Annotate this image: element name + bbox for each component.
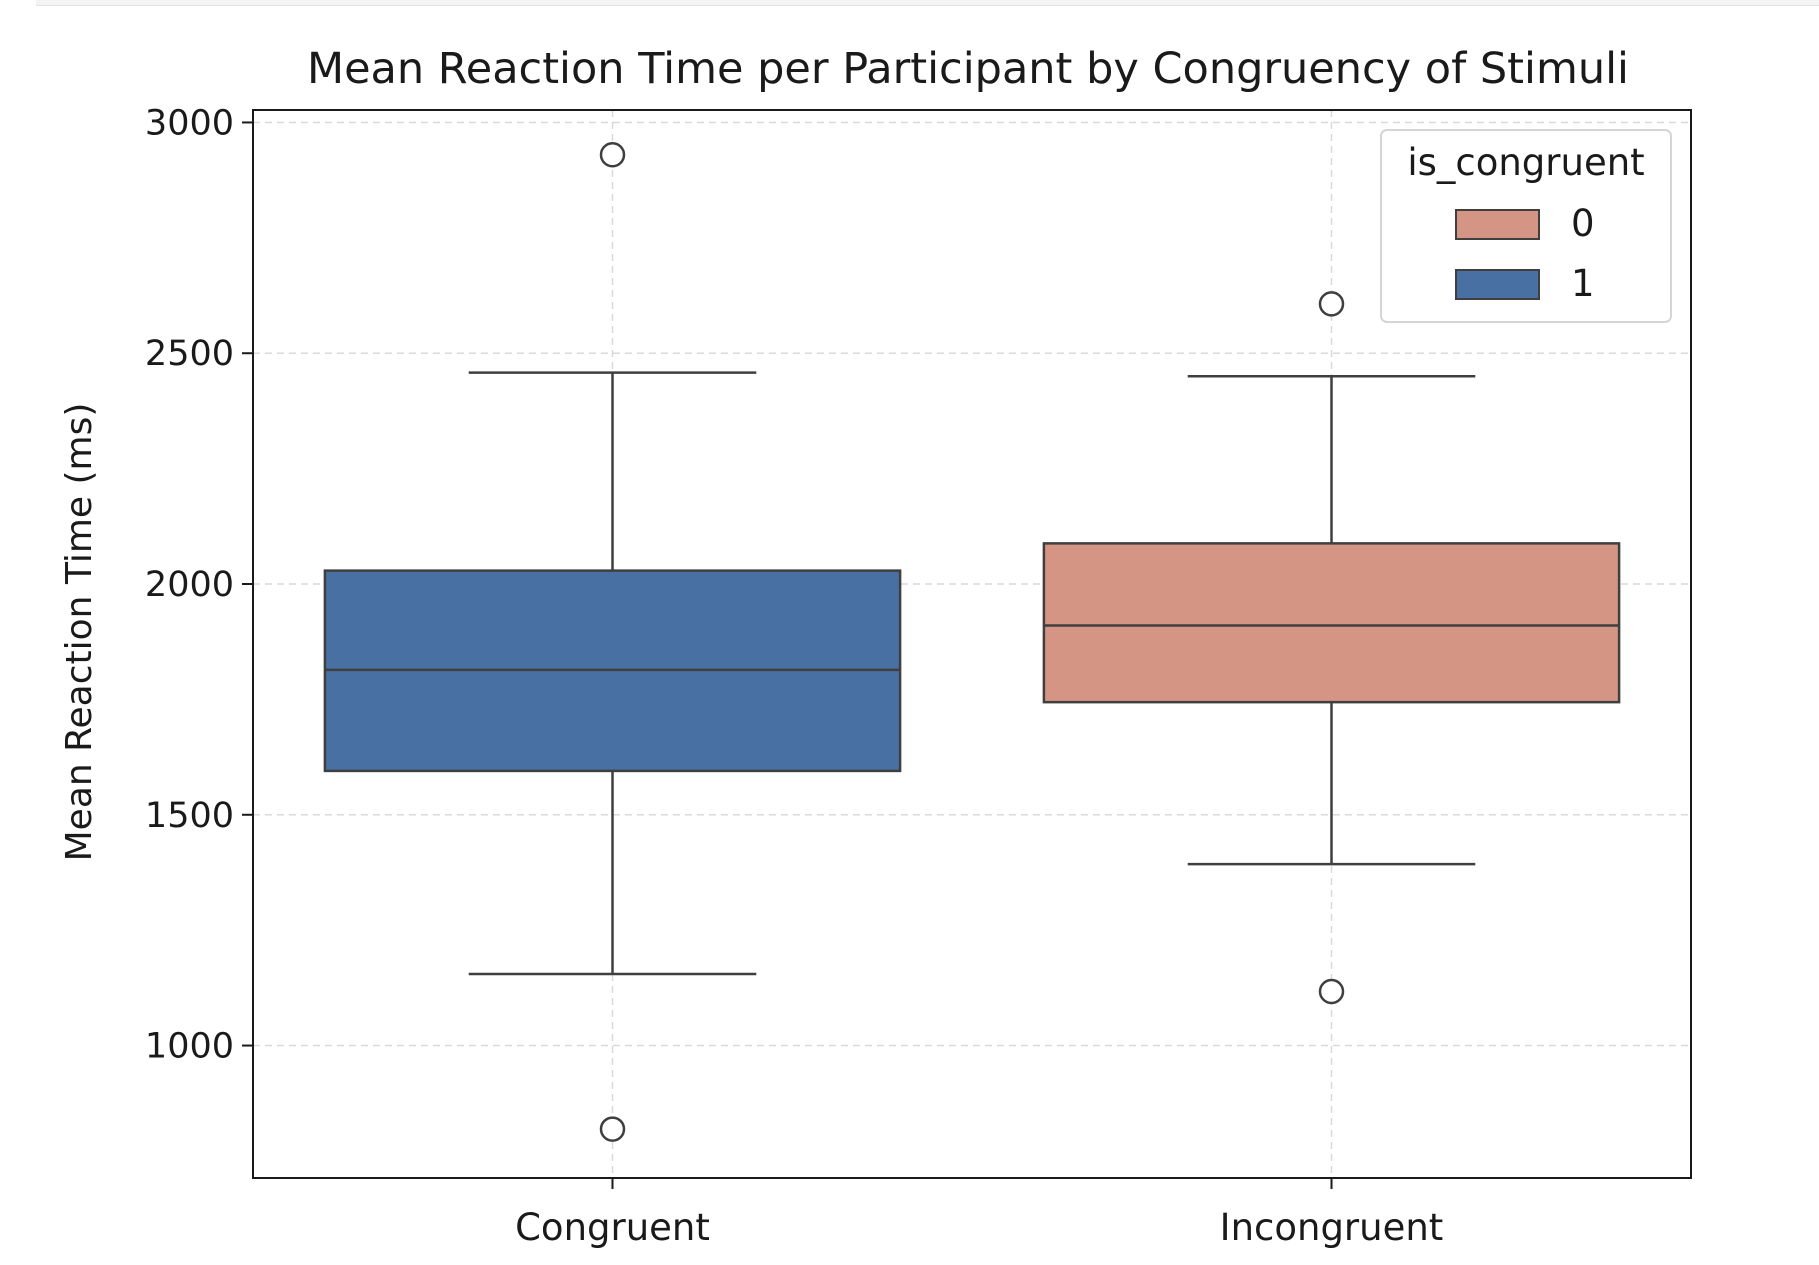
box-group-incongruent: [1042, 291, 1621, 1005]
legend-label: 1: [1571, 262, 1595, 305]
y-tick-label: 1000: [145, 1027, 234, 1067]
boxes: [323, 142, 1621, 1142]
y-axis-label: Mean Reaction Time (ms): [59, 403, 100, 862]
legend-swatch: [1455, 209, 1540, 240]
y-tick-label: 2000: [145, 565, 234, 605]
y-tick-label: 1500: [145, 796, 234, 836]
legend-title: is_congruent: [1407, 141, 1644, 184]
plot-frame: [252, 109, 1692, 1179]
box-group-congruent: [323, 142, 902, 1142]
x-tick-label: Congruent: [515, 1206, 710, 1249]
x-tick-label: Incongruent: [1220, 1206, 1444, 1249]
outlier-point: [599, 142, 626, 168]
y-tick-label: 3000: [145, 103, 234, 143]
iqr-box: [1042, 542, 1621, 704]
legend-label: 0: [1571, 202, 1595, 245]
legend-swatch: [1455, 269, 1540, 300]
outlier-point: [1318, 291, 1345, 317]
axes: 1000 1500 2000 2500 3000 Congruent Incongruent: [145, 103, 1443, 1249]
chart-title: Mean Reaction Time per Participant by Co…: [307, 44, 1629, 94]
outlier-point: [1318, 978, 1345, 1005]
y-tick-label: 2500: [145, 334, 234, 374]
outlier-point: [599, 1116, 626, 1142]
notebook-cell-border: [36, 0, 1819, 6]
legend: is_congruent 0 1: [1380, 129, 1672, 323]
